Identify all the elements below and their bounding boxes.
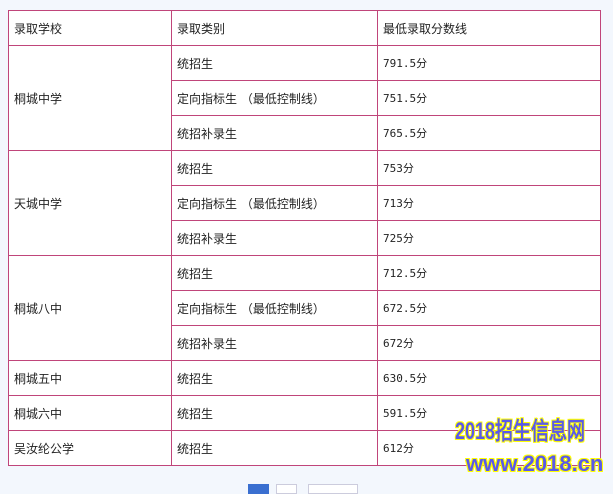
- admission-category: 统招生: [171, 45, 378, 81]
- school-name: 桐城八中: [8, 255, 172, 361]
- admission-category: 统招生: [171, 395, 378, 431]
- table-row: 定向指标生 （最低控制线） 672.5分: [9, 290, 601, 326]
- table-row: 天城中学 统招生 753分: [8, 150, 601, 256]
- watermark-url: www.2018.cn: [466, 451, 604, 476]
- table-header-row: 录取学校 录取类别 最低录取分数线: [8, 10, 601, 46]
- table-row: 吴汝纶公学 统招生 612分: [8, 430, 601, 466]
- school-name: 天城中学: [8, 150, 172, 256]
- admission-category: 统招补录生: [171, 220, 378, 256]
- admission-category: 统招补录生: [171, 115, 378, 151]
- min-score: 751.5分: [377, 80, 601, 116]
- school-name: 桐城中学: [8, 45, 172, 151]
- table-row: 桐城八中 统招生 712.5分: [8, 255, 601, 361]
- school-name: 桐城五中: [8, 360, 172, 396]
- min-score: 765.5分: [377, 115, 601, 151]
- school-name: 桐城六中: [8, 395, 172, 431]
- admission-score-table: 录取学校 录取类别 最低录取分数线 桐城中学 统招生 791.5分 定向指标生 （最低…: [8, 10, 601, 466]
- table-row: 统招补录生 725分: [9, 220, 601, 256]
- watermark-title: 2018招生信息网: [455, 418, 586, 445]
- min-score: 672.5分: [377, 290, 601, 326]
- pagination-page-2[interactable]: [276, 484, 297, 494]
- admission-category: 统招补录生: [171, 325, 378, 361]
- min-score: 630.5分: [377, 360, 601, 396]
- admission-category: 统招生: [171, 430, 378, 466]
- min-score: 672分: [377, 325, 601, 361]
- pagination-page-1[interactable]: [248, 484, 269, 494]
- min-score: 712.5分: [377, 255, 601, 291]
- header-min-score: 最低录取分数线: [377, 10, 601, 46]
- header-school: 录取学校: [8, 10, 172, 46]
- table-row: 定向指标生 （最低控制线） 713分: [9, 185, 601, 221]
- table-row: 桐城中学 统招生 791.5分: [8, 45, 601, 151]
- table-row: 桐城六中 统招生 591.5分: [8, 395, 601, 431]
- min-score: 612分: [377, 430, 601, 466]
- school-name: 吴汝纶公学: [8, 430, 172, 466]
- admission-category: 统招生: [171, 255, 378, 291]
- min-score: 725分: [377, 220, 601, 256]
- min-score: 753分: [377, 150, 601, 186]
- admission-category: 定向指标生 （最低控制线）: [171, 290, 378, 326]
- min-score: 591.5分: [377, 395, 601, 431]
- min-score: 791.5分: [377, 45, 601, 81]
- admission-category: 统招生: [171, 150, 378, 186]
- admission-category: 统招生: [171, 360, 378, 396]
- min-score: 713分: [377, 185, 601, 221]
- pagination-next[interactable]: [308, 484, 358, 494]
- admission-category: 定向指标生 （最低控制线）: [171, 185, 378, 221]
- header-category: 录取类别: [171, 10, 378, 46]
- table-row: 统招补录生 672分: [9, 325, 601, 361]
- table-row: 统招补录生 765.5分: [9, 115, 601, 151]
- admission-category: 定向指标生 （最低控制线）: [171, 80, 378, 116]
- table-row: 桐城五中 统招生 630.5分: [8, 360, 601, 396]
- table-row: 定向指标生 （最低控制线） 751.5分: [9, 80, 601, 116]
